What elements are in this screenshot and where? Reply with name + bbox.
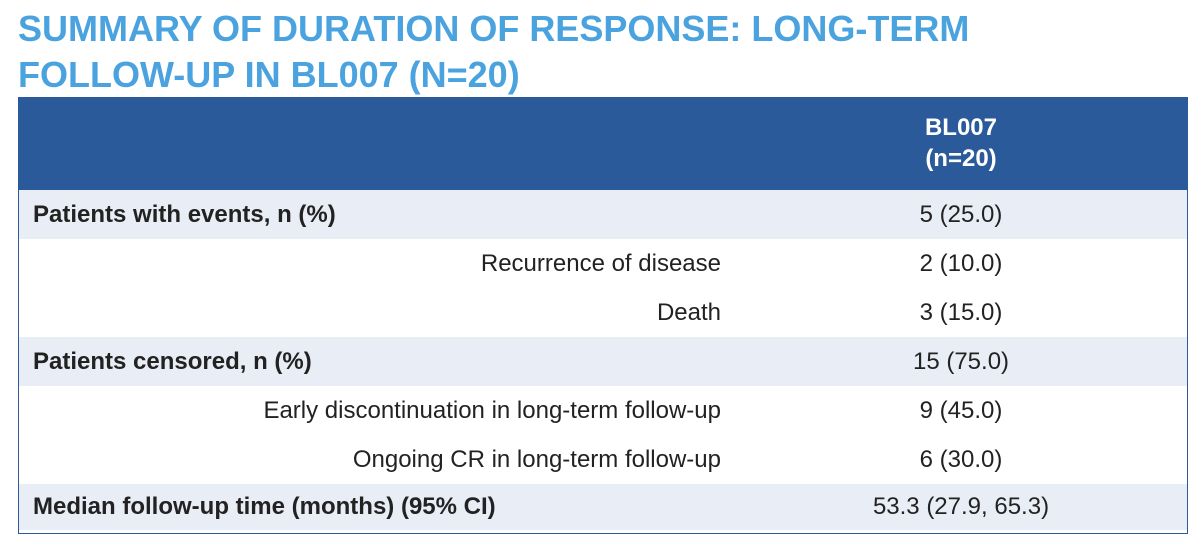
table-row-death: Death 3 (15.0): [19, 288, 1187, 337]
duration-of-response-table: BL007 (n=20) Patients with events, n (%)…: [18, 97, 1188, 534]
table-row-recurrence-of-disease: Recurrence of disease 2 (10.0): [19, 239, 1187, 288]
row-value: 3 (15.0): [919, 299, 1003, 326]
row-value: 2 (10.0): [919, 250, 1003, 277]
column-header-bl007: BL007 (n=20): [841, 112, 1081, 174]
table-row-median-follow-up: Median follow-up time (months) (95% CI) …: [19, 484, 1187, 530]
row-value: 9 (45.0): [919, 397, 1003, 424]
column-header-line-1: BL007: [924, 114, 998, 141]
row-label: Early discontinuation in long-term follo…: [263, 397, 721, 424]
table-row-ongoing-cr: Ongoing CR in long-term follow-up 6 (30.…: [19, 435, 1187, 484]
row-value: 6 (30.0): [919, 446, 1003, 473]
row-label: Median follow-up time (months) (95% CI): [33, 493, 496, 520]
table-row-early-discontinuation: Early discontinuation in long-term follo…: [19, 386, 1187, 435]
row-value: 5 (25.0): [919, 201, 1003, 228]
row-label: Ongoing CR in long-term follow-up: [352, 446, 721, 473]
page-title: SUMMARY OF DURATION OF RESPONSE: LONG-TE…: [18, 6, 1188, 98]
table-header: BL007 (n=20): [19, 98, 1187, 190]
row-value: 53.3 (27.9, 65.3): [872, 493, 1050, 520]
table-row-patients-with-events: Patients with events, n (%) 5 (25.0): [19, 190, 1187, 239]
row-label: Recurrence of disease: [480, 250, 721, 277]
column-header-line-2: (n=20): [925, 145, 997, 172]
page-title-line-2: FOLLOW-UP IN BL007 (N=20): [18, 54, 520, 95]
page-title-line-1: SUMMARY OF DURATION OF RESPONSE: LONG-TE…: [18, 8, 970, 49]
row-label: Patients censored, n (%): [33, 348, 312, 375]
row-label: Patients with events, n (%): [33, 201, 336, 228]
table-row-patients-censored: Patients censored, n (%) 15 (75.0): [19, 337, 1187, 386]
row-label: Death: [656, 299, 721, 326]
row-value: 15 (75.0): [912, 348, 1010, 375]
